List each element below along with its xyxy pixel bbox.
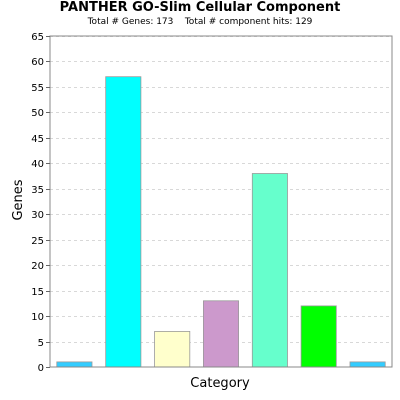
y-tick-label: 40 [31,159,44,170]
y-tick-label: 45 [31,134,44,145]
chart-title: PANTHER GO-Slim Cellular Component [59,0,341,15]
x-axis-label: Category [190,376,250,391]
y-axis: 0 5 10 15 20 25 30 35 40 45 50 55 60 65 [31,32,50,374]
bar[interactable] [56,361,93,368]
bars [56,76,386,368]
bar[interactable] [105,76,142,368]
chart-subtitle: Total # Genes: 173 Total # component hit… [0,16,400,28]
y-tick-label: 25 [31,236,44,247]
bar[interactable] [251,173,288,368]
total-genes-text: Total # Genes: 173 [87,17,174,27]
y-tick-label: 60 [31,57,44,68]
y-tick-label: 50 [31,108,44,119]
total-hits-text: Total # component hits: 129 [184,17,313,27]
plot-frame [49,35,393,368]
y-tick-label: 55 [31,83,44,94]
bar[interactable] [202,300,239,368]
y-tick-label: 5 [38,338,44,349]
y-tick-label: 20 [31,261,44,272]
y-tick-label: 15 [31,287,44,298]
bar[interactable] [154,330,191,368]
grid-lines [50,36,392,343]
y-tick-label: 35 [31,185,44,196]
bar[interactable] [300,305,337,368]
y-tick-label: 10 [31,312,44,323]
y-axis-label: Genes [11,179,26,220]
bar[interactable] [349,361,386,368]
y-tick-label: 65 [31,32,44,43]
y-tick-label: 30 [31,210,44,221]
y-tick-label: 0 [38,363,44,374]
